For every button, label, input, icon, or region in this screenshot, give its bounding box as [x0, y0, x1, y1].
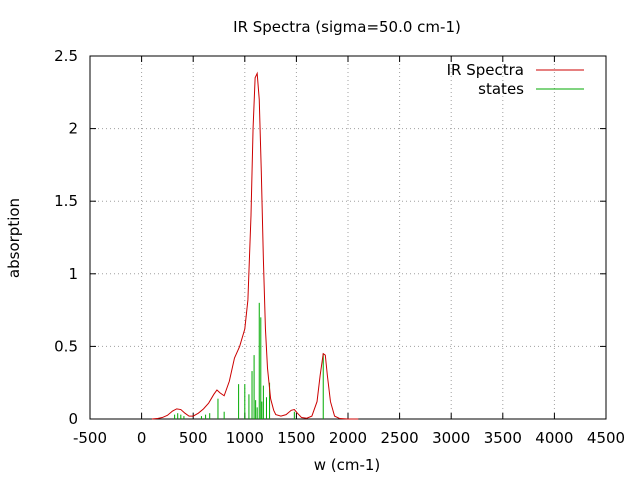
- x-tick-label: -500: [73, 429, 107, 447]
- y-tick-label: 2.5: [54, 47, 78, 65]
- x-axis-label: w (cm-1): [314, 456, 381, 474]
- grid: [90, 56, 606, 419]
- axis-ticks: -500 0 500 1000 1500 2000 2500 3000 3500 4000 4500…: [54, 47, 625, 447]
- y-tick-label: 0.5: [54, 337, 78, 355]
- legend: IR Spectra states: [447, 61, 584, 98]
- legend-label-ir-spectra: IR Spectra: [447, 61, 524, 79]
- y-tick-label: 1.5: [54, 192, 78, 210]
- y-tick-label: 0: [68, 410, 78, 428]
- y-axis-label: absorption: [5, 198, 23, 278]
- x-tick-label: 2000: [329, 429, 367, 447]
- x-tick-label: 0: [137, 429, 147, 447]
- y-tick-label: 1: [68, 265, 78, 283]
- x-tick-label: 3500: [484, 429, 522, 447]
- x-tick-label: 2500: [381, 429, 419, 447]
- legend-label-states: states: [478, 80, 524, 98]
- x-tick-label: 1500: [277, 429, 315, 447]
- x-tick-label: 4500: [587, 429, 625, 447]
- x-tick-label: 4000: [535, 429, 573, 447]
- x-tick-label: 3000: [432, 429, 470, 447]
- ir-spectra-line: [151, 71, 359, 420]
- y-tick-label: 2: [68, 120, 78, 138]
- x-tick-label: 1000: [226, 429, 264, 447]
- chart-title: IR Spectra (sigma=50.0 cm-1): [233, 18, 461, 36]
- states-series: [174, 302, 324, 419]
- x-tick-label: 500: [179, 429, 208, 447]
